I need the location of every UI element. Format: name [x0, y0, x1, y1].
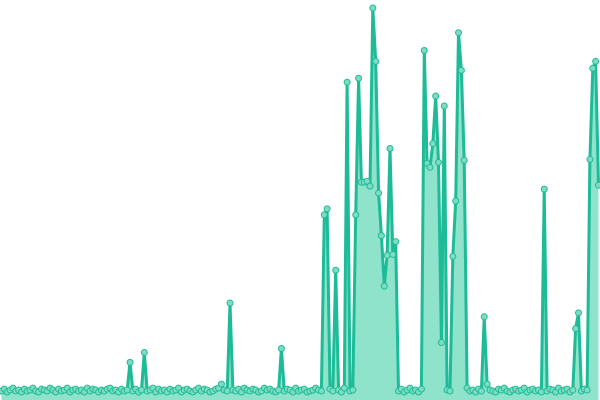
data-point[interactable] — [569, 386, 577, 394]
data-point[interactable] — [137, 386, 145, 394]
data-point[interactable] — [429, 140, 437, 148]
data-point[interactable] — [392, 238, 400, 246]
data-point[interactable] — [349, 386, 357, 394]
series-line — [0, 6, 600, 394]
data-point[interactable] — [380, 282, 388, 290]
data-point[interactable] — [435, 158, 443, 166]
data-point[interactable] — [483, 380, 491, 388]
data-point[interactable] — [480, 313, 488, 321]
data-point[interactable] — [432, 92, 440, 100]
data-point[interactable] — [217, 380, 225, 388]
data-point[interactable] — [589, 64, 597, 72]
data-point[interactable] — [355, 74, 363, 82]
data-point[interactable] — [572, 325, 580, 333]
data-point[interactable] — [377, 232, 385, 240]
series-line-layer — [0, 6, 600, 394]
data-point[interactable] — [123, 386, 131, 394]
data-point[interactable] — [329, 387, 337, 395]
data-point[interactable] — [389, 250, 397, 258]
data-point[interactable] — [366, 182, 374, 190]
data-point[interactable] — [340, 384, 348, 392]
data-point[interactable] — [226, 299, 234, 307]
data-point[interactable] — [595, 181, 600, 189]
data-point[interactable] — [455, 29, 463, 37]
data-point[interactable] — [437, 339, 445, 347]
data-point[interactable] — [586, 155, 594, 163]
data-point[interactable] — [375, 189, 383, 197]
data-point[interactable] — [457, 66, 465, 74]
data-point[interactable] — [383, 251, 391, 259]
data-point[interactable] — [320, 211, 328, 219]
data-point[interactable] — [417, 385, 425, 393]
data-point[interactable] — [332, 266, 340, 274]
data-point[interactable] — [126, 358, 134, 366]
data-point[interactable] — [323, 205, 331, 213]
data-point[interactable] — [460, 156, 468, 164]
data-point[interactable] — [592, 57, 600, 65]
series-area — [1, 8, 599, 400]
data-point[interactable] — [386, 145, 394, 153]
data-point[interactable] — [369, 4, 377, 12]
data-point[interactable] — [223, 387, 231, 395]
data-point[interactable] — [420, 47, 428, 55]
data-point[interactable] — [452, 197, 460, 205]
data-points-layer — [0, 4, 600, 396]
data-point[interactable] — [583, 386, 591, 394]
data-point[interactable] — [426, 163, 434, 171]
data-point[interactable] — [575, 309, 583, 317]
data-point[interactable] — [317, 387, 325, 395]
data-point[interactable] — [352, 211, 360, 219]
area-fill-layer — [1, 8, 599, 400]
data-point[interactable] — [446, 387, 454, 395]
data-point[interactable] — [372, 57, 380, 65]
data-point[interactable] — [537, 388, 545, 396]
data-point[interactable] — [449, 252, 457, 260]
data-point[interactable] — [343, 78, 351, 86]
data-point[interactable] — [440, 102, 448, 110]
data-point[interactable] — [277, 344, 285, 352]
data-point[interactable] — [477, 387, 485, 395]
data-point[interactable] — [140, 348, 148, 356]
data-point[interactable] — [275, 386, 283, 394]
data-point[interactable] — [540, 185, 548, 193]
